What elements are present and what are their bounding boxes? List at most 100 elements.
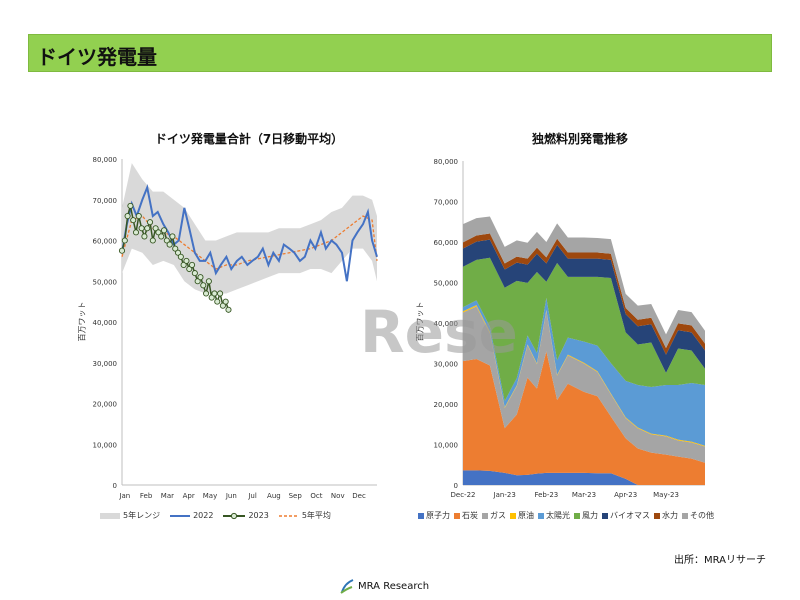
left-y-tick-label: 30,000 xyxy=(93,360,118,368)
right-x-tick-label: Dec-22 xyxy=(451,491,476,499)
legend-label-2022: 2022 xyxy=(193,511,214,520)
series-2023-point xyxy=(214,298,221,305)
legend-item-avg: 5年平均 xyxy=(278,510,331,521)
area-series-5 xyxy=(463,297,705,446)
company-logo: MRA Research xyxy=(340,578,429,594)
left-y-tick-label: 10,000 xyxy=(93,441,118,449)
right-y-tick-label: 0 xyxy=(454,482,458,490)
right-y-tick-label: 10,000 xyxy=(434,442,459,450)
series-2023-point xyxy=(155,229,162,236)
legend-swatch xyxy=(538,512,544,519)
area-series-3 xyxy=(463,306,705,463)
legend-item-fuel-9: その他 xyxy=(682,510,714,521)
series-2023-point xyxy=(118,247,126,254)
header-bar: ドイツ発電量 xyxy=(28,34,772,72)
left-y-tick-label: 80,000 xyxy=(93,156,118,164)
right-chart-title: 独燃料別発電推移 xyxy=(531,132,628,146)
legend-label: バイオマス xyxy=(610,511,650,520)
series-2023-point xyxy=(141,233,148,240)
right-x-tick-label: Feb-23 xyxy=(534,491,558,499)
series-2023-point xyxy=(132,229,140,236)
series-2023-point xyxy=(189,261,196,269)
series-2023-point xyxy=(219,302,226,309)
right-legend: 原子力 石炭 ガス 原油 太陽光 風力 バイオマス 水力 その他 xyxy=(418,510,718,521)
series-2023-point xyxy=(124,212,131,220)
right-y-tick-label: 50,000 xyxy=(434,280,459,288)
series-2023-point xyxy=(191,270,198,277)
series-2023-point xyxy=(149,237,156,244)
right-y-tick-label: 30,000 xyxy=(434,361,459,369)
legend-item-2022: 2022 xyxy=(170,511,213,520)
left-y-tick-label: 60,000 xyxy=(93,238,118,246)
left-x-tick-label: Nov xyxy=(331,492,345,500)
legend-swatch xyxy=(418,512,424,519)
legend-item-fuel-4: 原油 xyxy=(510,510,534,521)
legend-label: 原子力 xyxy=(426,511,450,520)
series-2023-point xyxy=(144,225,151,232)
left-x-tick-label: Feb xyxy=(140,492,153,500)
legend-label: 風力 xyxy=(582,511,598,520)
series-2023-point xyxy=(200,282,207,289)
series-2023-point xyxy=(222,298,229,305)
series-2023-point xyxy=(205,278,212,285)
legend-swatch xyxy=(654,512,660,519)
area-series-9 xyxy=(463,216,705,349)
left-x-tick-label: Jan xyxy=(118,492,130,500)
legend-label: その他 xyxy=(690,511,714,520)
legend-item-fuel-8: 水力 xyxy=(654,510,678,521)
logo-text: MRA Research xyxy=(358,580,430,592)
series-avg-line xyxy=(121,215,378,270)
left-x-tick-label: Jun xyxy=(225,492,237,500)
right-y-tick-label: 20,000 xyxy=(434,401,459,409)
left-x-tick-label: Mar xyxy=(161,492,174,500)
series-2023-point xyxy=(225,306,232,313)
area-series-2 xyxy=(463,351,705,485)
legend-swatch xyxy=(682,512,688,519)
legend-item-fuel-6: 風力 xyxy=(574,510,598,521)
left-x-tick-label: Dec xyxy=(352,492,366,500)
series-2023-point xyxy=(194,278,201,285)
left-legend: 5年レンジ 2022 2023 5年平均 xyxy=(100,510,341,521)
page-title: ドイツ発電量 xyxy=(37,45,157,69)
left-y-tick-label: 50,000 xyxy=(93,278,118,286)
legend-item-fuel-2: 石炭 xyxy=(454,510,478,521)
series-2023-point xyxy=(135,212,142,220)
series-2023-point xyxy=(169,233,176,240)
legend-label: 石炭 xyxy=(462,511,478,520)
series-2023-point xyxy=(146,219,154,226)
left-x-tick-label: Sep xyxy=(289,492,303,500)
left-y-tick-label: 0 xyxy=(113,482,117,490)
series-2023-point xyxy=(121,237,128,244)
legend-label: 原油 xyxy=(518,511,534,520)
area-series-8 xyxy=(463,233,705,355)
legend-item-fuel-5: 太陽光 xyxy=(538,510,570,521)
left-y-tick-label: 20,000 xyxy=(93,401,118,409)
series-2023-point xyxy=(130,217,137,224)
series-2023-point xyxy=(186,265,193,273)
series-2023-point xyxy=(208,294,215,301)
area-series-7 xyxy=(463,239,705,373)
series-2023-point xyxy=(172,245,179,252)
series-2023-point xyxy=(183,257,190,264)
legend-label: 太陽光 xyxy=(546,511,570,520)
watermark-text: Rese xyxy=(360,298,518,366)
source-note: 出所：MRAリサーチ xyxy=(673,555,766,566)
legend-item-range: 5年レンジ xyxy=(100,510,160,521)
series-2023-point xyxy=(158,233,165,240)
legend-swatch xyxy=(510,512,516,519)
series-2023-point xyxy=(197,274,204,281)
legend-swatch xyxy=(482,512,488,519)
legend-item-fuel-7: バイオマス xyxy=(602,510,650,521)
left-y-tick-label: 40,000 xyxy=(93,319,118,327)
right-x-tick-label: Jan-23 xyxy=(493,491,516,499)
right-x-tick-label: May-23 xyxy=(653,491,679,499)
series-2023-point xyxy=(174,249,182,256)
legend-label-avg: 5年平均 xyxy=(301,511,331,520)
left-x-tick-label: Aug xyxy=(267,492,281,500)
right-x-tick-label: Apr-23 xyxy=(614,491,637,499)
legend-label-range: 5年レンジ xyxy=(123,511,161,520)
series-2023-point xyxy=(127,202,134,209)
series-2023-point xyxy=(163,237,170,244)
